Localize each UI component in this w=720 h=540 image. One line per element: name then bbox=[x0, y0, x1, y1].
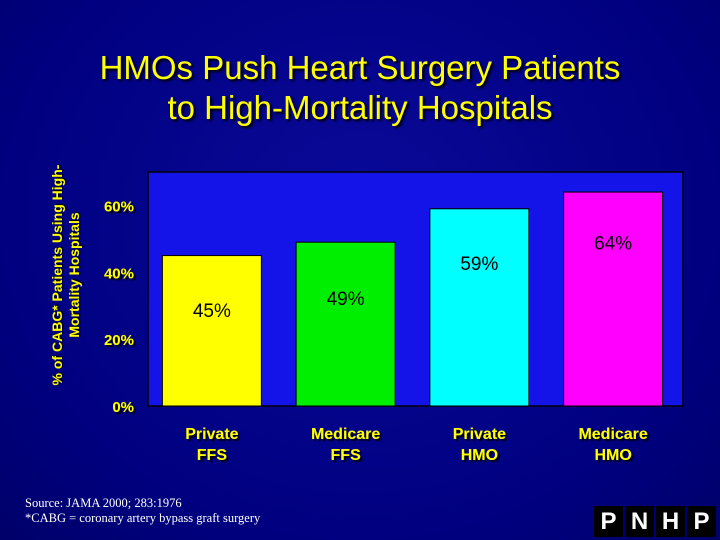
source-note: Source: JAMA 2000; 283:1976 bbox=[25, 496, 182, 510]
x-tick-label: HMO bbox=[461, 447, 498, 464]
logo-letter: P bbox=[594, 506, 623, 537]
bar-private-ffs bbox=[161, 255, 262, 407]
y-tick-label: 0% bbox=[112, 399, 134, 416]
pnhp-logo: P N H P bbox=[594, 506, 716, 537]
logo-letter: P bbox=[687, 506, 716, 537]
x-tick-label: Medicare bbox=[578, 426, 647, 443]
bar-medicare-ffs bbox=[295, 241, 396, 407]
footer-notes: Source: JAMA 2000; 283:1976 *CABG = coro… bbox=[25, 496, 260, 526]
footnote: *CABG = coronary artery bypass graft sur… bbox=[25, 511, 261, 525]
y-tick-label: 60% bbox=[104, 198, 134, 215]
logo-letter: H bbox=[656, 506, 685, 537]
data-label: 64% bbox=[594, 233, 632, 254]
title-line-1: HMOs Push Heart Surgery Patients bbox=[99, 49, 621, 86]
title-line-2: to High-Mortality Hospitals bbox=[167, 89, 553, 126]
x-tick-label: FFS bbox=[197, 447, 228, 464]
logo-letter: N bbox=[625, 506, 654, 537]
x-tick-label: FFS bbox=[331, 447, 362, 464]
slide-title: HMOs Push Heart Surgery Patients to High… bbox=[0, 48, 720, 128]
data-label: 49% bbox=[327, 289, 365, 310]
bar-medicare-hmo bbox=[563, 191, 664, 407]
x-tick-label: Private bbox=[453, 426, 506, 443]
bar-private-hmo bbox=[429, 208, 530, 407]
data-label: 45% bbox=[193, 301, 231, 322]
x-tick-label: Private bbox=[185, 426, 238, 443]
y-tick-label: 20% bbox=[104, 332, 134, 349]
y-tick-label: 40% bbox=[104, 265, 134, 282]
x-tick-label: HMO bbox=[594, 447, 631, 464]
x-tick-label: Medicare bbox=[311, 426, 380, 443]
data-label: 59% bbox=[460, 254, 498, 275]
